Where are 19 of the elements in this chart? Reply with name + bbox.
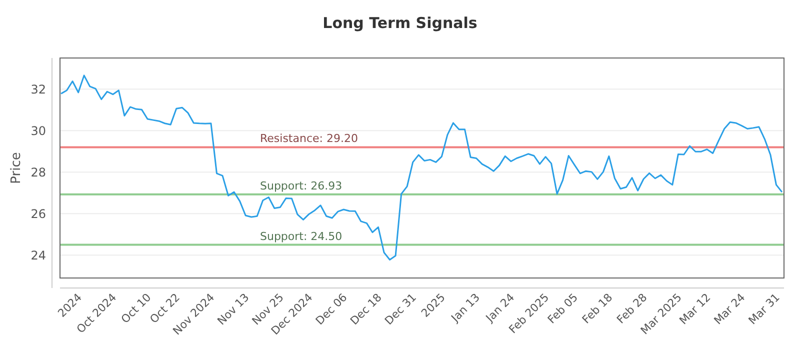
ref-line-label: Support: 26.93	[260, 179, 342, 192]
x-tick-label: Mar 24	[712, 290, 748, 328]
chart-title: Long Term Signals	[322, 14, 478, 32]
x-tick-label: Dec 06	[313, 290, 350, 328]
y-tick-label: 28	[30, 165, 46, 180]
x-tick-label: Feb 18	[580, 290, 616, 326]
x-tick-label: Dec 18	[348, 290, 384, 328]
y-tick-label: 26	[30, 206, 46, 221]
line-series	[60, 74, 783, 260]
y-tick-label: 24	[30, 248, 46, 262]
x-tick-label: Dec 31	[382, 290, 419, 328]
y-axis-title: Price	[9, 152, 24, 184]
x-tick-label: Mar 31	[746, 290, 782, 328]
ref-line-label: Resistance: 29.20	[260, 132, 358, 146]
x-tick-label: Jan 13	[448, 290, 482, 326]
ref-line-label: Support: 24.50	[260, 230, 342, 243]
y-tick-label: 30	[30, 124, 46, 138]
x-tick-label: Nov 13	[214, 290, 252, 328]
y-tick-label: 32	[30, 82, 46, 96]
